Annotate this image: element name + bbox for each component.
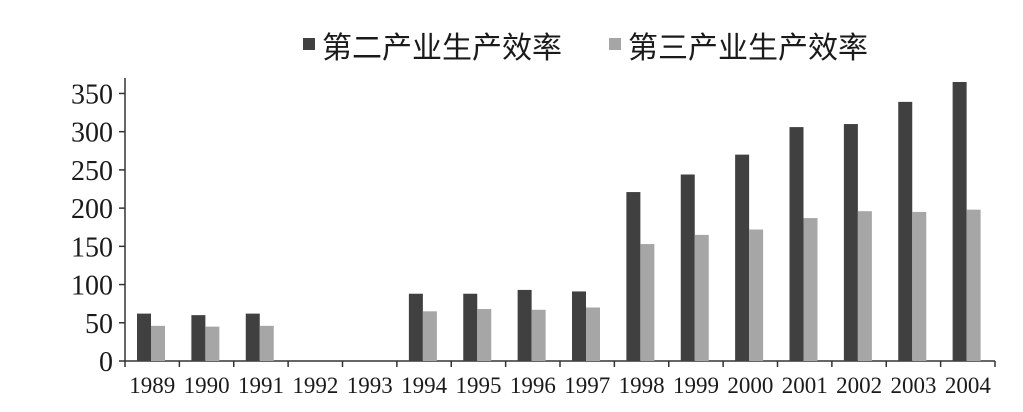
x-tick-label: 2000 (727, 373, 773, 398)
x-tick-label: 2004 (945, 373, 992, 398)
legend-swatch (303, 38, 315, 50)
x-tick-label: 2002 (836, 373, 882, 398)
x-tick-label: 1991 (238, 373, 284, 398)
legend-label: 第二产业生产效率 (322, 31, 562, 66)
x-tick-label: 1994 (401, 373, 448, 398)
bar-series-2 (694, 234, 709, 361)
x-tick-label: 1996 (510, 373, 556, 398)
bar-series-1 (137, 313, 151, 361)
bars (137, 82, 981, 362)
x-tick-label: 1990 (184, 373, 230, 398)
bar-series-1 (463, 293, 478, 361)
legend-label: 第三产业生产效率 (628, 31, 868, 66)
x-tick-label: 1997 (564, 373, 610, 398)
x-tick-label: 1998 (619, 373, 665, 398)
y-tick-label: 100 (71, 271, 113, 302)
x-tick-label: 2001 (782, 373, 828, 398)
x-tick-label: 1989 (129, 373, 175, 398)
bar-series-1 (517, 289, 532, 361)
bar-series-2 (586, 307, 600, 361)
x-axis: 1989 1990 1991 1992 1993 1994 1995 1996 1997 1998… (124, 360, 996, 398)
bar-series-1 (952, 82, 967, 361)
x-tick-label: 1993 (347, 373, 393, 398)
bar-series-1 (245, 313, 260, 361)
bar-series-1 (789, 127, 804, 361)
y-tick-label: 200 (71, 194, 113, 225)
bar-series-1 (572, 291, 586, 361)
bar-series-2 (640, 244, 655, 361)
bar-series-2 (749, 229, 764, 361)
bar-series-1 (626, 192, 641, 361)
y-tick-label: 0 (99, 347, 113, 378)
bar-series-1 (843, 124, 858, 361)
bar-series-1 (680, 174, 695, 361)
bar-series-2 (803, 218, 818, 361)
x-tick-label: 1992 (292, 373, 338, 398)
y-tick-label: 50 (85, 309, 113, 340)
y-tick-label: 150 (71, 232, 113, 263)
bar-series-2 (531, 309, 546, 361)
y-tick-label: 350 (71, 79, 113, 110)
y-axis: 0 50 100 150 200 250 300 350 (71, 78, 126, 378)
bar-series-1 (408, 293, 423, 361)
bar-series-2 (151, 325, 165, 361)
legend-swatch (609, 38, 621, 50)
y-tick-label: 250 (71, 156, 113, 187)
x-tick-label: 1995 (455, 373, 501, 398)
bar-series-1 (735, 154, 750, 361)
x-tick-label: 1999 (673, 373, 719, 398)
bar-series-2 (422, 311, 437, 361)
legend: 第二产业生产效率 第三产业生产效率 (303, 31, 868, 66)
bar-series-1 (191, 315, 206, 361)
bar-series-1 (898, 101, 913, 362)
bar-series-2 (259, 325, 274, 361)
bar-series-2 (966, 209, 981, 361)
y-tick-label: 300 (71, 118, 113, 149)
bar-series-2 (205, 326, 220, 361)
x-tick-label: 2003 (890, 373, 936, 398)
bar-series-2 (912, 211, 927, 361)
bar-series-2 (477, 309, 492, 361)
bar-series-2 (857, 211, 872, 361)
